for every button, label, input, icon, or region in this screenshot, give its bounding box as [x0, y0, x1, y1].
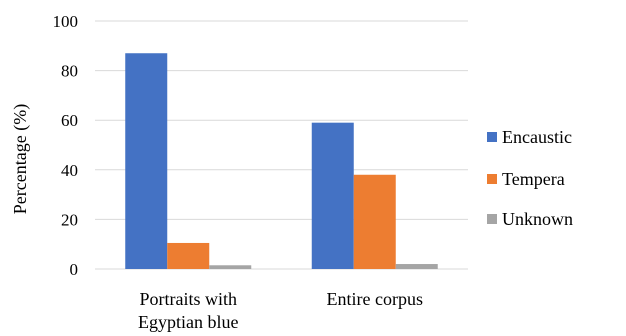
bars — [125, 53, 438, 270]
legend-label-tempera: Tempera — [502, 169, 565, 189]
y-axis-ticks: 0 20 40 60 80 100 — [53, 12, 79, 279]
y-tick-label: 100 — [53, 12, 79, 31]
x-category-label: Egyptian blue — [138, 312, 238, 332]
bar-encaustic-0 — [125, 53, 168, 269]
bar-tempera-1 — [353, 174, 396, 269]
y-tick-label: 80 — [61, 62, 78, 81]
legend: Encaustic Tempera Unknown — [487, 127, 573, 229]
y-axis-title: Percentage (%) — [10, 104, 31, 214]
y-tick-label: 20 — [61, 210, 78, 229]
bar-encaustic-1 — [311, 122, 354, 270]
legend-label-unknown: Unknown — [502, 209, 573, 229]
bar-unknown-1 — [395, 264, 438, 269]
legend-swatch-encaustic — [487, 132, 497, 142]
y-tick-label: 0 — [70, 260, 79, 279]
legend-swatch-unknown — [487, 214, 497, 224]
legend-label-encaustic: Encaustic — [502, 127, 572, 147]
x-axis-categories: Portraits with Egyptian blue Entire corpus — [138, 289, 423, 332]
bar-unknown-0 — [209, 265, 252, 269]
bar-tempera-0 — [167, 242, 210, 269]
x-category-label: Entire corpus — [327, 289, 423, 309]
legend-swatch-tempera — [487, 174, 497, 184]
y-tick-label: 60 — [61, 111, 78, 130]
y-tick-label: 40 — [61, 161, 78, 180]
x-category-label: Portraits with — [140, 289, 238, 309]
